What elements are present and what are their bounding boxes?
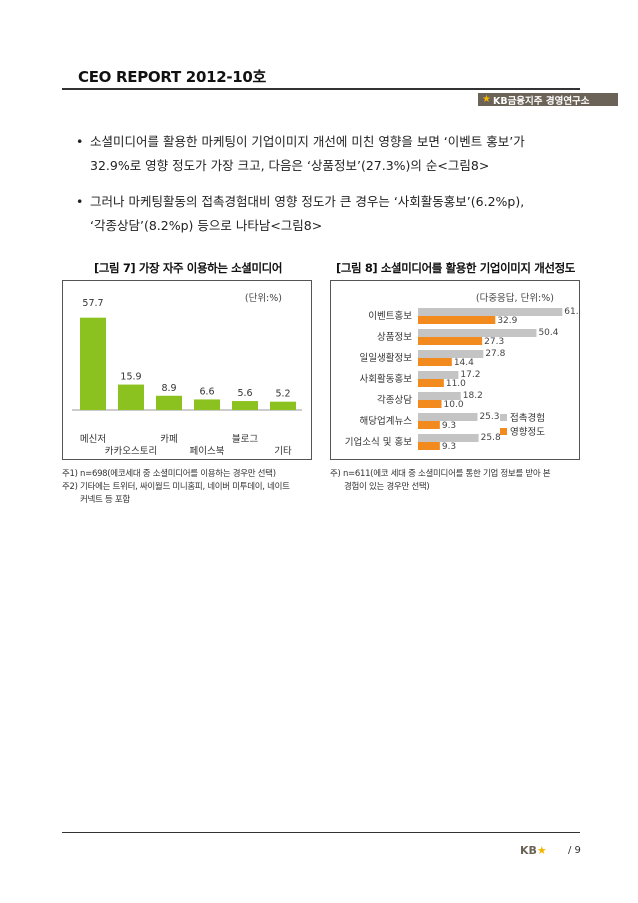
report-title: CEO REPORT 2012-10호 bbox=[78, 68, 267, 86]
impact-value-label: 9.3 bbox=[442, 442, 456, 452]
bullet-2-line-2: ‘각종상담’(8.2%p) 등으로 나타남<그림8> bbox=[90, 218, 323, 233]
figure-8-notes: 주) n=611(에코 세대 중 소셜미디어를 통한 기업 정보를 받아 본 경… bbox=[330, 468, 590, 494]
figure-7-note-1: 주1) n=698(에코세대 중 소셜미디어를 이용하는 경우만 선택) bbox=[62, 469, 276, 479]
impact-bar-4 bbox=[418, 400, 442, 408]
bar-2 bbox=[156, 395, 182, 410]
bullet-1-line-1: 소셜미디어를 활용한 마케팅이 기업이미지 개선에 미친 영향을 보면 ‘이벤트… bbox=[90, 134, 525, 149]
legend-swatch-contact bbox=[500, 414, 507, 421]
x-tick-label: 블로그 bbox=[232, 434, 258, 445]
kb-research-logo: ★ KB금융지주 경영연구소 bbox=[478, 93, 618, 107]
figure-8-note-line-2: 경험이 있는 경우만 선택) bbox=[344, 482, 430, 492]
bar-value-label: 6.6 bbox=[199, 386, 214, 397]
contact-value-label: 27.8 bbox=[485, 349, 505, 359]
figure-7-note-2-line-2: 커넥트 등 포함 bbox=[80, 495, 130, 505]
title-divider bbox=[62, 88, 580, 90]
kb-research-logo-text: KB금융지주 경영연구소 bbox=[492, 95, 590, 107]
contact-value-label: 61.4 bbox=[564, 307, 580, 317]
impact-bar-3 bbox=[418, 379, 444, 387]
legend-label-contact: 접촉경험 bbox=[510, 412, 545, 424]
impact-value-label: 9.3 bbox=[442, 421, 456, 431]
figure-7-chart: (단위:%) 57.7 메신저 15.9 카카오스토리 8.9 카페 6.6 페이스북 5.6 블… bbox=[62, 280, 312, 460]
impact-value-label: 32.9 bbox=[497, 316, 517, 326]
figure-7-notes: 주1) n=698(에코세대 중 소셜미디어를 이용하는 경우만 선택) 주2)… bbox=[62, 468, 322, 507]
figure-7-title: [그림 7] 가장 자주 이용하는 소셜미디어 bbox=[94, 261, 283, 275]
impact-value-label: 14.4 bbox=[454, 358, 474, 368]
impact-value-label: 27.3 bbox=[484, 337, 504, 347]
page-number: / 9 bbox=[568, 845, 581, 856]
contact-bar-5 bbox=[418, 413, 478, 421]
legend-label-impact: 영향정도 bbox=[510, 426, 545, 438]
x-tick-label: 메신저 bbox=[80, 434, 106, 445]
category-label: 기업소식 및 홍보 bbox=[345, 436, 412, 448]
figure-8-chart: (다중응답, 단위:%) 이벤트홍보 61.4 32.9 상품정보 50.4 27.3 일일… bbox=[330, 280, 580, 460]
bar-value-label: 57.7 bbox=[82, 298, 103, 309]
bullet-paragraph-1: • 소셜미디어를 활용한 마케팅이 기업이미지 개선에 미친 영향을 보면 ‘이… bbox=[76, 130, 590, 178]
x-tick-label: 기타 bbox=[274, 446, 292, 457]
figure-7-frame bbox=[62, 280, 312, 460]
bar-4 bbox=[232, 401, 258, 410]
figure-8-frame bbox=[330, 280, 580, 460]
impact-bar-6 bbox=[418, 442, 440, 450]
impact-bar-5 bbox=[418, 421, 440, 429]
figure-7-note-2-line-1: 주2) 기타에는 트위터, 싸이월드 미니홈피, 네이버 미투데이, 네이트 bbox=[62, 482, 290, 492]
category-label: 사회활동홍보 bbox=[360, 373, 413, 385]
contact-value-label: 25.8 bbox=[481, 433, 501, 443]
x-tick-label: 카페 bbox=[160, 434, 177, 445]
bar-3 bbox=[194, 399, 220, 410]
bar-value-label: 5.6 bbox=[237, 388, 252, 399]
category-label: 상품정보 bbox=[377, 332, 412, 343]
figure-8-unit: (다중응답, 단위:%) bbox=[476, 292, 554, 304]
bar-0 bbox=[80, 317, 106, 410]
contact-bar-2 bbox=[418, 350, 484, 358]
footer-divider bbox=[62, 832, 580, 833]
figure-8-note-line-1: 주) n=611(에코 세대 중 소셜미디어를 통한 기업 정보를 받아 본 bbox=[330, 469, 551, 479]
x-tick-label: 페이스북 bbox=[190, 446, 225, 457]
category-label: 해당업계뉴스 bbox=[360, 415, 413, 427]
bullet-dot: • bbox=[76, 194, 84, 209]
x-tick-label: 카카오스토리 bbox=[105, 446, 157, 457]
contact-bar-3 bbox=[418, 371, 459, 379]
footer-kb-logo: KB★ bbox=[520, 844, 547, 857]
figure-7-unit: (단위:%) bbox=[245, 292, 282, 304]
bullet-2-line-1: 그러나 마케팅활동의 접촉경험대비 영향 정도가 큰 경우는 ‘사회활동홍보’(… bbox=[90, 194, 525, 209]
impact-value-label: 10.0 bbox=[444, 400, 464, 410]
impact-bar-2 bbox=[418, 358, 452, 366]
footer-star-icon: ★ bbox=[536, 844, 547, 857]
bullet-dot: • bbox=[76, 134, 84, 149]
bar-value-label: 15.9 bbox=[120, 372, 141, 383]
contact-value-label: 50.4 bbox=[538, 328, 558, 338]
contact-bar-0 bbox=[418, 308, 563, 316]
impact-bar-0 bbox=[418, 316, 496, 324]
bar-1 bbox=[118, 384, 144, 410]
bar-value-label: 5.2 bbox=[275, 389, 290, 400]
contact-value-label: 18.2 bbox=[463, 391, 483, 401]
category-label: 이벤트홍보 bbox=[368, 310, 412, 322]
impact-bar-1 bbox=[418, 337, 483, 345]
contact-value-label: 17.2 bbox=[460, 370, 480, 380]
bullet-1-line-2: 32.9%로 영향 정도가 가장 크고, 다음은 ‘상품정보’(27.3%)의 … bbox=[90, 158, 490, 173]
contact-value-label: 25.3 bbox=[479, 412, 499, 422]
legend-swatch-impact bbox=[500, 428, 507, 435]
bar-value-label: 8.9 bbox=[161, 383, 176, 394]
contact-bar-6 bbox=[418, 434, 479, 442]
kb-star-icon: ★ bbox=[482, 94, 491, 105]
footer-kb-logo-text: KB bbox=[520, 844, 537, 857]
figure-8-title: [그림 8] 소셜미디어를 활용한 기업이미지 개선정도 bbox=[336, 261, 575, 275]
contact-bar-1 bbox=[418, 329, 537, 337]
category-label: 각종상담 bbox=[377, 394, 412, 406]
contact-bar-4 bbox=[418, 392, 461, 400]
impact-value-label: 11.0 bbox=[446, 379, 466, 389]
bar-5 bbox=[270, 401, 296, 410]
bullet-paragraph-2: • 그러나 마케팅활동의 접촉경험대비 영향 정도가 큰 경우는 ‘사회활동홍보… bbox=[76, 190, 590, 238]
category-label: 일일생활정보 bbox=[360, 352, 413, 364]
